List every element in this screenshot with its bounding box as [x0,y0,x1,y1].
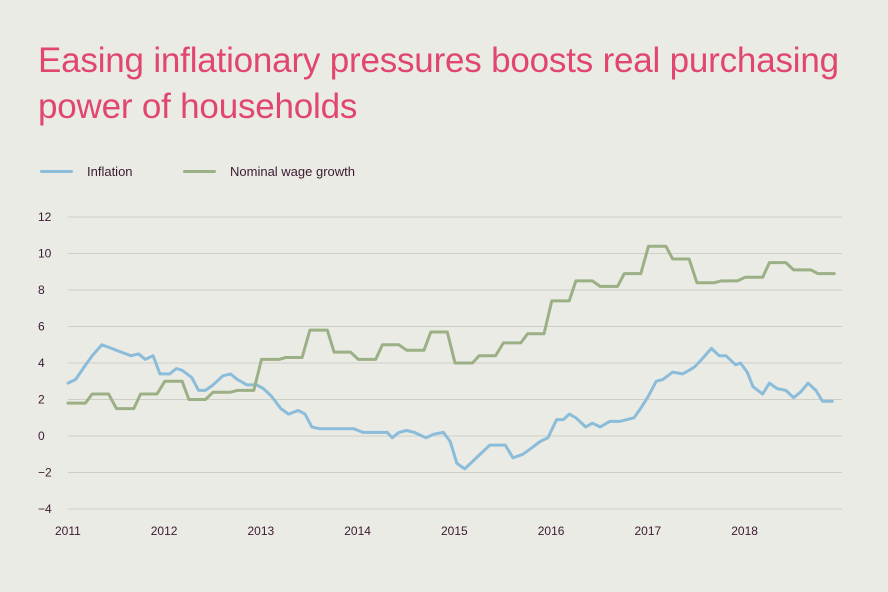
series-line-nominal-wage-growth [66,244,836,411]
x-tick-label: 2011 [55,524,81,538]
y-tick-label: 8 [38,283,45,297]
series-line-inflation [66,343,834,471]
x-tick-label: 2013 [248,524,275,538]
x-tick-label: 2017 [635,524,662,538]
y-tick-label: −4 [38,502,52,516]
y-tick-label: 2 [38,393,45,407]
x-tick-label: 2014 [344,524,371,538]
x-tick-label: 2015 [441,524,468,538]
x-tick-label: 2018 [731,524,758,538]
y-tick-label: −2 [38,466,52,480]
legend-item-nominal-wage-growth: Nominal wage growth [183,164,355,179]
x-tick-label: 2016 [538,524,565,538]
legend-swatch-inflation [40,170,73,173]
legend-item-inflation: Inflation [40,164,133,179]
y-tick-label: 12 [38,210,52,224]
legend-label-inflation: Inflation [87,164,133,179]
y-tick-label: 10 [38,247,52,261]
series-lines [66,244,836,471]
y-tick-label: 0 [38,429,45,443]
legend-label-nominal-wage-growth: Nominal wage growth [230,164,356,179]
y-tick-label: 6 [38,320,45,334]
y-axis-tick-labels: 12 10 8 6 4 2 0 −2 −4 [38,210,52,516]
legend-swatch-nominal-wage-growth [183,170,216,173]
y-tick-label: 4 [38,356,45,370]
chart-title: Easing inflationary pressures boosts rea… [38,41,839,126]
x-tick-label: 2012 [151,524,178,538]
x-axis-tick-labels: 2011 2012 2013 2014 2015 2016 2017 2018 [55,524,758,538]
gridlines [68,216,842,510]
